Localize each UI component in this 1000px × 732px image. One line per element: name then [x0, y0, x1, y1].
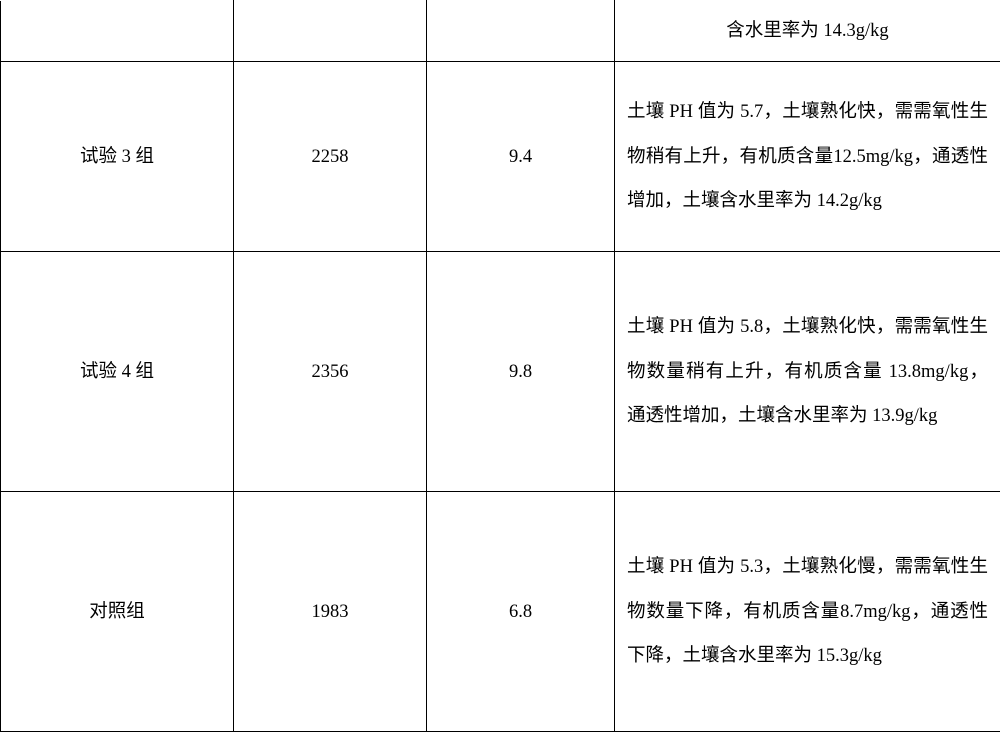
cell-value2: 9.8	[427, 252, 615, 492]
cell-value2: 6.8	[427, 492, 615, 732]
cell-value1	[234, 1, 427, 62]
table-row: 对照组 1983 6.8 土壤 PH 值为 5.3，土壤熟化慢，需需氧性生物数量…	[1, 492, 1000, 732]
cell-value1: 2356	[234, 252, 427, 492]
cell-description: 土壤 PH 值为 5.7，土壤熟化快，需需氧性生物稍有上升，有机质含量12.5m…	[615, 62, 1000, 252]
cell-value1: 2258	[234, 62, 427, 252]
cell-group: 对照组	[1, 492, 234, 732]
cell-value2	[427, 1, 615, 62]
cell-value1: 1983	[234, 492, 427, 732]
cell-description: 土壤 PH 值为 5.8，土壤熟化快，需需氧性生物数量稍有上升，有机质含量 13…	[615, 252, 1000, 492]
cell-group: 试验 3 组	[1, 62, 234, 252]
table-row: 试验 4 组 2356 9.8 土壤 PH 值为 5.8，土壤熟化快，需需氧性生…	[1, 252, 1000, 492]
data-table: 含水里率为 14.3g/kg 试验 3 组 2258 9.4 土壤 PH 值为 …	[0, 0, 1000, 732]
cell-description: 含水里率为 14.3g/kg	[615, 1, 1000, 62]
cell-description: 土壤 PH 值为 5.3，土壤熟化慢，需需氧性生物数量下降，有机质含量8.7mg…	[615, 492, 1000, 732]
table-row: 试验 3 组 2258 9.4 土壤 PH 值为 5.7，土壤熟化快，需需氧性生…	[1, 62, 1000, 252]
cell-group	[1, 1, 234, 62]
cell-group: 试验 4 组	[1, 252, 234, 492]
cell-value2: 9.4	[427, 62, 615, 252]
table-row: 含水里率为 14.3g/kg	[1, 1, 1000, 62]
table-body: 含水里率为 14.3g/kg 试验 3 组 2258 9.4 土壤 PH 值为 …	[1, 1, 1000, 732]
